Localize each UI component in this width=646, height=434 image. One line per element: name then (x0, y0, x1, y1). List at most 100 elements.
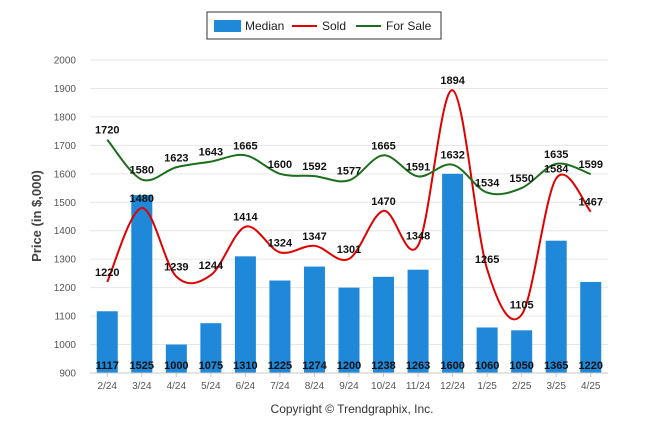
for-sale-value-label: 1580 (130, 165, 154, 177)
line-layer (106, 89, 592, 321)
sold-value-label: 1467 (578, 197, 602, 209)
median-value-label: 1600 (440, 360, 464, 372)
median-bar-1/25 (476, 327, 498, 373)
y-tick-label-1700: 1700 (54, 141, 77, 152)
median-bar-2/25 (511, 330, 533, 373)
sold-value-label: 1414 (233, 212, 258, 224)
sold-value-label: 1894 (440, 75, 465, 87)
sold-value-label: 1265 (475, 254, 499, 266)
median-value-label: 1060 (475, 360, 499, 372)
x-tick-label: 1/25 (477, 381, 497, 392)
median-value-label: 1050 (509, 360, 533, 372)
median-bar-7/24 (269, 280, 291, 373)
median-bar-3/25 (545, 240, 567, 373)
median-bar-9/24 (338, 287, 360, 373)
median-value-label: 1220 (578, 360, 602, 372)
x-tick-label: 3/25 (546, 381, 566, 392)
median-bar-2/24 (96, 311, 118, 373)
median-value-label: 1000 (164, 360, 188, 372)
y-tick-label-1100: 1100 (54, 312, 76, 323)
legend-label-sold: Sold (322, 19, 346, 33)
median-bar-11/24 (407, 269, 429, 373)
median-value-label: 1525 (130, 360, 154, 372)
sold-value-label: 1244 (199, 260, 224, 272)
median-bar-4/24 (165, 344, 187, 373)
for-sale-value-label: 1665 (371, 140, 395, 152)
median-value-label: 1225 (268, 360, 292, 372)
median-value-label: 1200 (337, 360, 361, 372)
for-sale-value-label: 1591 (406, 161, 430, 173)
median-bar-5/24 (200, 323, 222, 373)
median-value-label: 1075 (199, 360, 223, 372)
median-bar-10/24 (373, 276, 395, 373)
y-tick-label-1500: 1500 (54, 198, 77, 209)
sold-value-label: 1470 (371, 196, 395, 208)
x-tick-label: 6/24 (236, 381, 256, 392)
bar-layer (96, 173, 602, 373)
y-axis-title: Price (in $,000) (29, 170, 44, 262)
for-sale-value-label: 1599 (578, 159, 602, 171)
y-tick-label-1900: 1900 (54, 84, 77, 95)
y-tick-label-1000: 1000 (54, 340, 77, 351)
median-bar-3/24 (131, 195, 153, 373)
sold-value-label: 1480 (130, 193, 154, 205)
median-value-label: 1274 (302, 360, 327, 372)
for-sale-value-label: 1577 (337, 165, 361, 177)
x-tick-label: 7/24 (270, 381, 290, 392)
median-value-label: 1365 (544, 360, 568, 372)
sold-value-label: 1584 (544, 163, 569, 175)
y-tick-label-900: 900 (59, 369, 76, 380)
x-tick-label: 9/24 (339, 381, 359, 392)
sold-value-label: 1348 (406, 231, 430, 243)
median-bar-8/24 (303, 266, 325, 373)
sold-value-label: 1301 (337, 244, 361, 256)
sold-line (106, 89, 592, 321)
for-sale-value-label: 1592 (302, 161, 326, 173)
for-sale-line (106, 139, 592, 196)
for-sale-value-label: 1720 (95, 125, 119, 137)
x-tick-label: 10/24 (371, 381, 396, 392)
for-sale-value-label: 1623 (164, 152, 188, 164)
median-bar-6/24 (234, 256, 256, 373)
for-sale-value-label: 1643 (199, 147, 223, 159)
x-tick-label: 12/24 (440, 381, 465, 392)
x-tick-label: 2/24 (98, 381, 118, 392)
for-sale-value-label: 1600 (268, 159, 292, 171)
copyright-footer: Copyright © Trendgraphix, Inc. (271, 402, 434, 416)
x-tick-label: 2/25 (512, 381, 532, 392)
x-tick-label: 11/24 (406, 381, 431, 392)
sold-value-label: 1239 (164, 262, 188, 274)
median-bar-4/25 (580, 281, 602, 373)
for-sale-value-label: 1534 (475, 178, 500, 190)
y-tick-label-2000: 2000 (54, 56, 77, 67)
legend-swatch-median (214, 20, 241, 32)
y-tick-label-1200: 1200 (54, 283, 77, 294)
x-tick-label: 8/24 (305, 381, 325, 392)
y-tick-label-1800: 1800 (54, 112, 77, 123)
sold-value-label: 1347 (302, 231, 326, 243)
x-tick-label: 5/24 (201, 381, 221, 392)
y-tick-label-1600: 1600 (54, 169, 77, 180)
x-tick-label: 4/24 (167, 381, 187, 392)
x-tick-label: 3/24 (132, 381, 152, 392)
for-sale-value-label: 1665 (233, 140, 257, 152)
axis-layer: 900 1000 1100 1200 1300 1400 1500 1600 1700 1800 1… (54, 56, 608, 392)
legend-label-median: Median (245, 19, 284, 33)
median-value-label: 1263 (406, 360, 430, 372)
median-bar-12/24 (442, 173, 464, 373)
legend-label-for-sale: For Sale (386, 19, 432, 33)
median-value-label: 1117 (96, 360, 119, 372)
y-tick-label-1400: 1400 (54, 226, 77, 237)
for-sale-value-label: 1550 (509, 173, 533, 185)
legend-box (206, 11, 442, 40)
for-sale-value-label: 1635 (544, 149, 568, 161)
for-sale-value-label: 1632 (440, 150, 464, 162)
legend: Median Sold For Sale (206, 11, 442, 40)
sold-value-label: 1324 (268, 237, 293, 249)
median-value-label: 1238 (371, 360, 395, 372)
sold-value-label: 1220 (95, 267, 119, 279)
median-value-label: 1310 (233, 360, 257, 372)
x-tick-label: 4/25 (581, 381, 601, 392)
label-layer: 1117 1525 1000 1075 1310 1225 1274 1200 1238 1263… (95, 75, 603, 372)
